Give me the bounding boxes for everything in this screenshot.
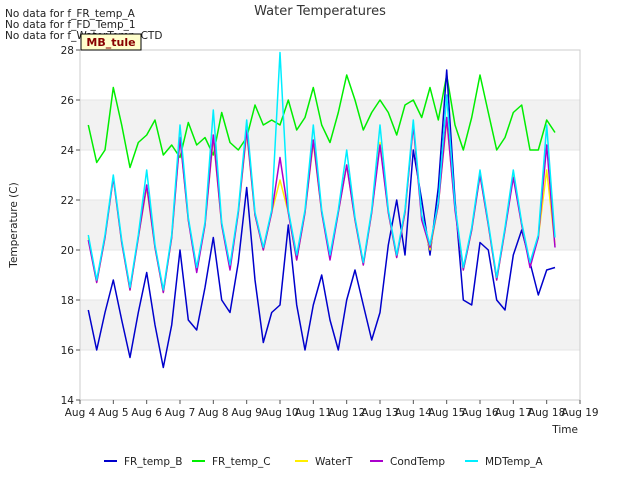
y-axis-label: Temperature (C) (8, 182, 20, 268)
y-tick-label: 26 (61, 95, 75, 107)
y-tick-label: 28 (61, 45, 74, 57)
tooltip-box: MB_tule (80, 33, 142, 51)
x-axis-label: Time (551, 424, 578, 436)
series-line-FR_temp_C (87, 74, 556, 169)
background-band-1 (80, 300, 580, 350)
no-data-note-1: No data for f_FR_temp_A (5, 8, 135, 20)
x-tick-label: Aug 14 (395, 407, 433, 419)
x-tick-label: Aug 15 (428, 407, 465, 419)
x-tick-label: Aug 16 (461, 407, 499, 419)
y-tick-label: 14 (61, 395, 75, 407)
no-data-note-2: No data for f_FD_Temp_1 (5, 19, 136, 31)
x-tick-label: Aug 13 (361, 407, 398, 419)
x-tick-label: Aug 18 (528, 407, 565, 419)
x-tick-label: Aug 10 (261, 407, 298, 419)
legend-label-MDTemp_A: MDTemp_A (485, 456, 543, 468)
legend-label-CondTemp: CondTemp (390, 456, 445, 468)
x-tick-label: Aug 4 (65, 407, 96, 419)
legend-label-FR_temp_B: FR_temp_B (124, 456, 183, 468)
y-tick-label: 24 (61, 145, 75, 157)
tooltip-label: MB_tule (86, 36, 135, 49)
x-tick-label: Aug 11 (295, 407, 332, 419)
x-tick-label: Aug 17 (495, 407, 532, 419)
x-tick-label: Aug 19 (561, 407, 598, 419)
series-line-FR_temp_B (87, 69, 556, 369)
tooltip-rect (80, 33, 142, 51)
series-line-MDTemp_A (87, 51, 556, 291)
chart-title: Water Temperatures (254, 4, 386, 19)
x-tick-label: Aug 7 (165, 407, 196, 419)
x-tick-label: Aug 12 (328, 407, 365, 419)
y-tick-label: 20 (61, 245, 74, 257)
background-band-2 (80, 200, 580, 250)
x-tick-label: Aug 9 (231, 407, 262, 419)
legend: FR_temp_B FR_temp_C WaterT CondTemp MDTemp_A (104, 456, 543, 468)
y-tick-label: 16 (61, 345, 75, 357)
x-tick-label: Aug 5 (98, 407, 129, 419)
y-tick-label: 22 (61, 195, 74, 207)
y-tick-label: 18 (61, 295, 74, 307)
plot-frame (79, 49, 581, 401)
legend-label-FR_temp_C: FR_temp_C (212, 456, 271, 468)
x-tick-label: Aug 8 (198, 407, 229, 419)
legend-label-WaterT: WaterT (315, 456, 353, 468)
x-tick-label: Aug 6 (131, 407, 162, 419)
